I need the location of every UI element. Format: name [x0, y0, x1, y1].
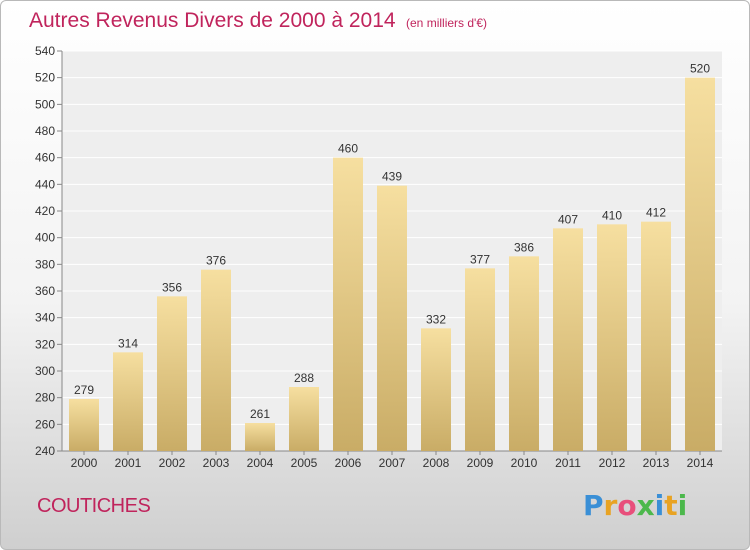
bar-value-label: 376 [206, 254, 226, 268]
y-tick-label: 420 [35, 204, 55, 218]
bar [245, 423, 275, 451]
bar [641, 221, 671, 451]
bar [113, 352, 143, 451]
x-tick-label: 2004 [247, 456, 274, 470]
y-tick-label: 320 [35, 337, 55, 351]
bar-value-label: 412 [646, 206, 666, 220]
logo-letter: r [603, 489, 618, 522]
x-tick-label: 2008 [423, 456, 450, 470]
bar [289, 387, 319, 451]
bar-value-label: 332 [426, 312, 446, 326]
logo-letter: i [677, 489, 688, 522]
bar-value-label: 520 [690, 62, 710, 76]
chart-title: Autres Revenus Divers de 2000 à 2014 (en… [29, 9, 487, 33]
bar-value-label: 386 [514, 240, 534, 254]
logo-letter: o [617, 489, 637, 522]
x-tick-label: 2005 [291, 456, 318, 470]
x-tick-label: 2011 [555, 456, 581, 470]
bar-value-label: 410 [602, 208, 622, 222]
bar [685, 77, 715, 452]
y-tick-label: 400 [35, 231, 55, 245]
bar [201, 269, 231, 451]
logo-letter: x [636, 489, 655, 522]
bar-value-label: 460 [338, 142, 358, 156]
x-tick-label: 2010 [511, 456, 538, 470]
bar [509, 256, 539, 451]
bar-value-label: 439 [382, 170, 402, 184]
y-tick-label: 460 [35, 151, 55, 165]
y-tick-label: 240 [35, 444, 55, 458]
x-tick-label: 2009 [467, 456, 494, 470]
chart-title-unit: (en milliers d'€) [406, 16, 487, 30]
y-tick-label: 280 [35, 391, 55, 405]
bar-value-label: 279 [74, 383, 94, 397]
bar [465, 268, 495, 451]
x-tick-label: 2007 [379, 456, 406, 470]
y-tick-label: 300 [35, 364, 55, 378]
y-tick-label: 340 [35, 311, 55, 325]
proxiti-logo: Proxiti [583, 489, 687, 522]
bar-value-label: 407 [558, 212, 578, 226]
y-tick-label: 500 [35, 97, 55, 111]
y-tick-label: 380 [35, 257, 55, 271]
logo-letter: P [583, 489, 604, 522]
y-tick-label: 260 [35, 417, 55, 431]
bar-value-label: 356 [162, 280, 182, 294]
bar [553, 228, 583, 451]
bar-value-label: 261 [250, 407, 270, 421]
x-tick-label: 2001 [115, 456, 142, 470]
bar [421, 328, 451, 451]
x-tick-label: 2006 [335, 456, 362, 470]
bar-value-label: 314 [118, 336, 138, 350]
x-tick-label: 2014 [687, 456, 714, 470]
commune-name: COUTICHES [37, 495, 151, 517]
x-tick-label: 2000 [71, 456, 98, 470]
x-tick-label: 2012 [599, 456, 626, 470]
bar [69, 399, 99, 451]
bar [377, 185, 407, 451]
logo-letter: t [664, 489, 678, 522]
y-tick-label: 520 [35, 71, 55, 85]
y-tick-label: 480 [35, 124, 55, 138]
x-tick-label: 2003 [203, 456, 230, 470]
y-tick-label: 360 [35, 284, 55, 298]
y-tick-label: 540 [35, 44, 55, 58]
x-tick-label: 2002 [159, 456, 186, 470]
bar-value-label: 288 [294, 371, 314, 385]
chart-title-main: Autres Revenus Divers de 2000 à 2014 [29, 9, 396, 32]
bar-value-label: 377 [470, 252, 490, 266]
y-tick-label: 440 [35, 177, 55, 191]
logo-letter: i [654, 489, 665, 522]
bar [333, 157, 363, 451]
x-tick-label: 2013 [643, 456, 670, 470]
bar [157, 296, 187, 451]
bar [597, 224, 627, 451]
